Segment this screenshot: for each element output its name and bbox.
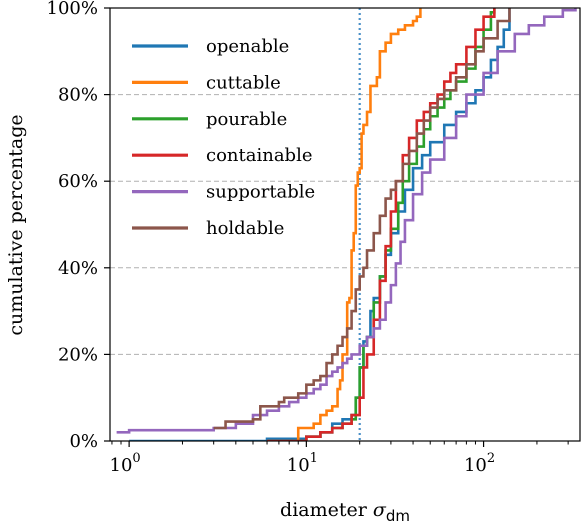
x-axis-title: diameter σdm (280, 499, 410, 522)
legend-label-openable: openable (206, 36, 289, 57)
x-tick-exponent: 0 (132, 451, 140, 466)
x-tick-base: 10 (287, 455, 310, 476)
axes: 0%20%40%60%80%100%100 101 102 (47, 0, 569, 476)
legend-label-holdable: holdable (206, 218, 284, 239)
legend-label-cuttable: cuttable (206, 72, 281, 93)
series-holdable (213, 8, 511, 430)
legend: openable cuttable pourable containable suppo… (132, 36, 315, 239)
x-axis-title-subscript: dm (386, 507, 410, 522)
x-axis-title-text: diameter (280, 499, 368, 521)
series-lines (116, 8, 577, 441)
x-tick-label: 101 (287, 451, 318, 476)
y-tick-label: 20% (58, 344, 98, 365)
x-tick-base: 10 (464, 455, 487, 476)
grid-lines (110, 94, 580, 355)
y-tick-label: 40% (58, 258, 98, 279)
y-tick-label: 80% (58, 85, 98, 106)
legend-label-supportable: supportable (206, 182, 315, 203)
x-tick-base: 10 (110, 455, 133, 476)
legend-label-pourable: pourable (206, 109, 287, 130)
x-axis-title-symbol: σ (373, 499, 387, 521)
legend-label-containable: containable (206, 145, 313, 166)
series-openable (129, 8, 511, 441)
y-tick-label: 0% (69, 431, 98, 452)
y-axis-title: cumulative percentage (5, 114, 27, 335)
x-tick-label: 100 (110, 451, 141, 476)
y-tick-label: 100% (47, 0, 98, 19)
x-tick-exponent: 2 (487, 451, 495, 466)
series-cuttable (296, 8, 422, 441)
plot-frame (109, 7, 581, 442)
series-supportable (116, 8, 577, 434)
x-tick-exponent: 1 (310, 451, 318, 466)
y-tick-label: 60% (58, 171, 98, 192)
x-tick-label: 102 (464, 451, 495, 476)
